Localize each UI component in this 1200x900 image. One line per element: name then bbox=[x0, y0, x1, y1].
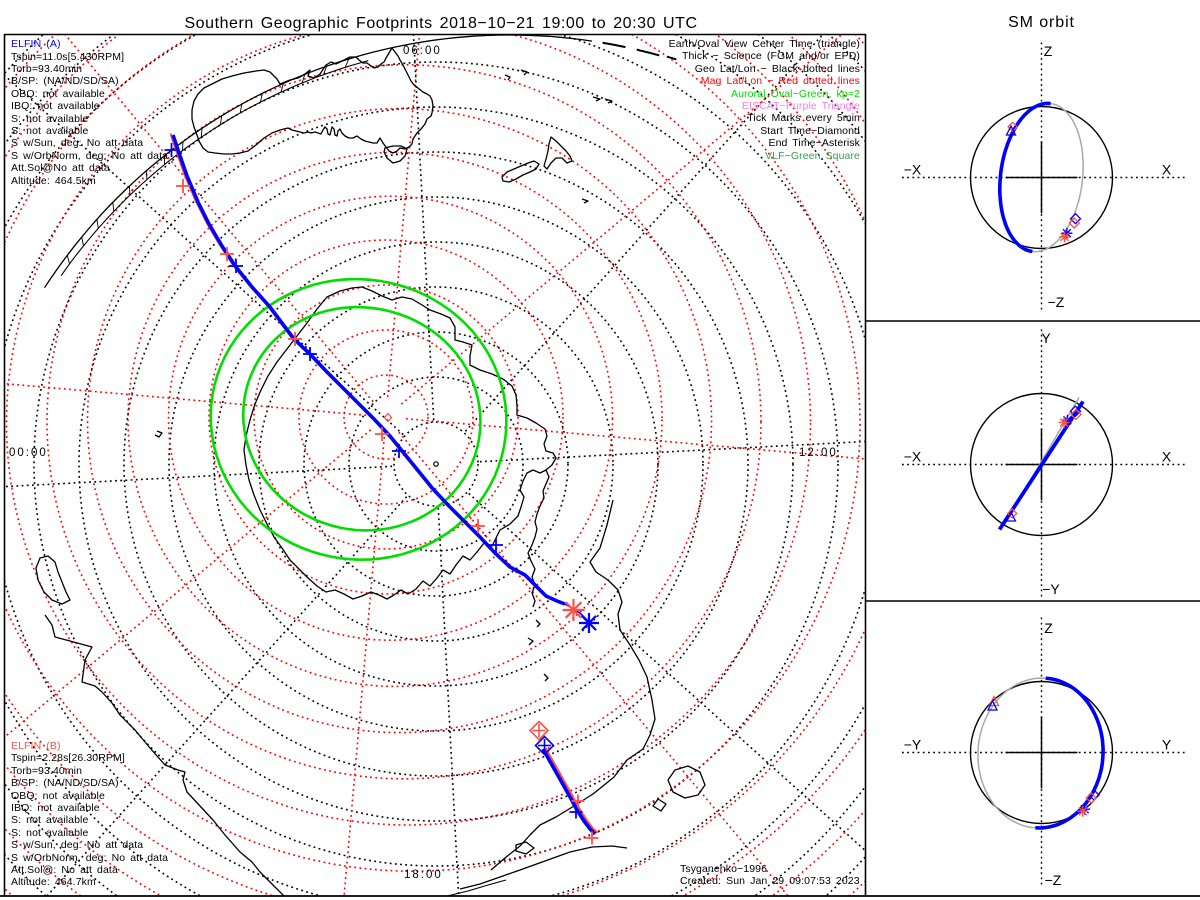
svg-text:−Z: −Z bbox=[1045, 872, 1062, 888]
svg-text:X: X bbox=[1162, 449, 1172, 465]
svg-text:−X: −X bbox=[904, 162, 922, 178]
svg-text:Z: Z bbox=[1044, 43, 1053, 59]
svg-text:Y: Y bbox=[1162, 737, 1172, 753]
svg-text:Z: Z bbox=[1044, 620, 1053, 636]
svg-text:−Z: −Z bbox=[1048, 294, 1065, 310]
svg-text:−Y: −Y bbox=[1042, 581, 1060, 597]
svg-text:Y: Y bbox=[1041, 330, 1051, 346]
svg-text:X: X bbox=[1162, 162, 1172, 178]
svg-text:−Y: −Y bbox=[904, 737, 922, 753]
svg-text:−X: −X bbox=[904, 449, 922, 465]
